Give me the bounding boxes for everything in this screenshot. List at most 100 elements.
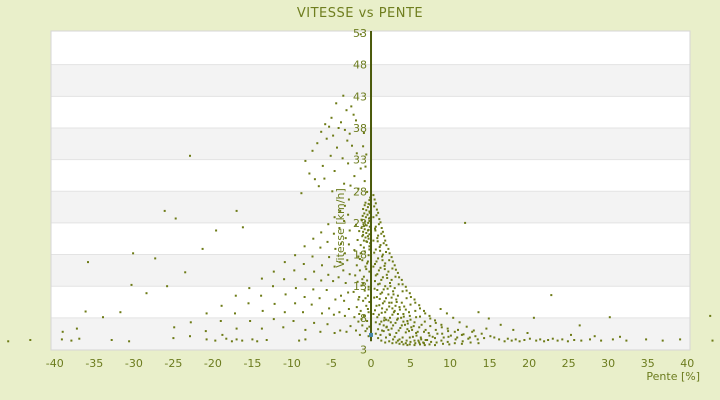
data-point: [366, 294, 369, 297]
data-point: [302, 311, 304, 314]
data-point: [163, 209, 166, 212]
data-point: [462, 333, 465, 336]
data-point: [445, 312, 448, 315]
data-point: [535, 339, 538, 342]
data-point: [347, 308, 350, 310]
data-point: [364, 220, 367, 223]
data-point: [189, 154, 191, 157]
data-point: [418, 326, 421, 329]
data-point: [608, 316, 611, 319]
data-point: [387, 328, 390, 331]
data-point: [340, 294, 342, 297]
data-point: [365, 304, 368, 307]
x-tick-label: 5: [407, 357, 414, 370]
data-point: [374, 332, 377, 335]
data-point: [593, 335, 596, 338]
data-point: [362, 230, 365, 233]
data-point: [411, 335, 414, 338]
data-point: [398, 306, 401, 309]
data-point: [349, 184, 352, 187]
data-point: [294, 287, 297, 290]
data-point: [377, 234, 380, 237]
data-point: [388, 259, 391, 262]
data-point: [409, 303, 412, 306]
data-point: [378, 297, 381, 300]
data-point: [360, 318, 363, 321]
data-point: [320, 279, 323, 282]
data-point: [380, 320, 383, 323]
data-point: [283, 261, 286, 264]
data-point: [426, 339, 429, 341]
data-point: [429, 317, 432, 320]
data-point: [364, 216, 367, 219]
data-point: [375, 260, 378, 263]
data-point: [428, 343, 431, 346]
data-point: [386, 287, 389, 290]
data-point: [456, 336, 459, 339]
data-point: [312, 237, 315, 240]
data-point: [334, 298, 337, 301]
data-point: [379, 221, 382, 224]
data-point: [333, 265, 336, 268]
data-point: [377, 328, 380, 331]
x-tick-label: -20: [204, 357, 222, 370]
data-point: [404, 342, 407, 345]
data-point: [397, 283, 400, 286]
data-point: [375, 214, 378, 217]
data-point: [367, 335, 370, 338]
data-point: [388, 305, 391, 308]
data-point: [506, 337, 509, 340]
data-point: [388, 301, 391, 304]
data-point: [406, 344, 409, 347]
data-point: [365, 268, 368, 271]
data-point: [383, 316, 386, 319]
data-point: [310, 303, 313, 306]
data-point: [347, 162, 350, 165]
data-point: [600, 339, 603, 342]
data-point: [387, 270, 390, 273]
data-point: [316, 142, 319, 145]
data-point: [154, 257, 157, 260]
data-point: [304, 338, 307, 341]
data-point: [340, 121, 342, 124]
data-point: [368, 199, 371, 202]
data-point: [361, 259, 364, 262]
data-point: [304, 159, 307, 162]
data-point: [377, 269, 380, 272]
data-point: [385, 244, 388, 247]
data-point: [351, 144, 353, 147]
data-point: [414, 342, 417, 345]
data-point: [367, 311, 370, 314]
data-point: [376, 237, 379, 240]
y-tick-label: 28: [353, 185, 367, 198]
data-point: [385, 273, 388, 276]
data-point: [404, 308, 407, 311]
y-tick-label: 13: [353, 280, 367, 293]
data-point: [394, 304, 397, 307]
data-point: [499, 323, 502, 326]
data-point: [415, 316, 418, 319]
data-point: [414, 309, 417, 312]
data-point: [362, 314, 365, 317]
data-point: [514, 338, 517, 341]
data-point: [382, 330, 385, 333]
data-point: [308, 172, 311, 175]
data-point: [366, 308, 369, 310]
data-point: [543, 340, 546, 343]
data-point: [416, 330, 419, 333]
data-point: [366, 213, 369, 216]
data-point: [377, 223, 380, 226]
data-point: [323, 177, 326, 180]
data-point: [241, 226, 244, 229]
data-point: [357, 255, 360, 258]
data-point: [408, 330, 410, 333]
data-point: [390, 256, 393, 259]
data-point: [234, 312, 236, 315]
data-point: [389, 316, 391, 319]
data-point: [423, 320, 426, 323]
data-point: [526, 332, 529, 334]
data-point: [413, 298, 416, 301]
data-point: [359, 33, 362, 36]
data-point: [337, 127, 340, 129]
data-point: [379, 292, 382, 295]
